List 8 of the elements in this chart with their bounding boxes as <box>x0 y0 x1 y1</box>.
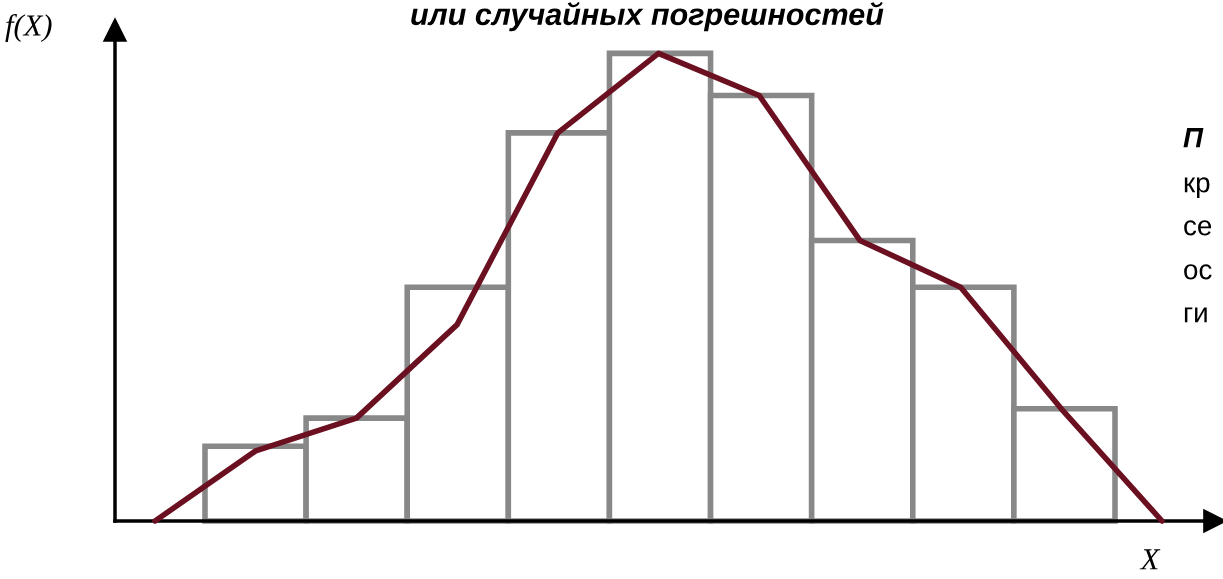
x-axis-title: X <box>1139 549 1161 570</box>
annotation: П <box>1183 128 1204 148</box>
y-axis-title: f(X) <box>5 13 52 43</box>
annotation: кр <box>1184 177 1210 198</box>
chart-title: или случайных погрешностей <box>411 2 884 32</box>
annotation: ос <box>1184 264 1212 280</box>
annotation: ги <box>1184 307 1207 323</box>
annotation: се <box>1184 220 1212 236</box>
